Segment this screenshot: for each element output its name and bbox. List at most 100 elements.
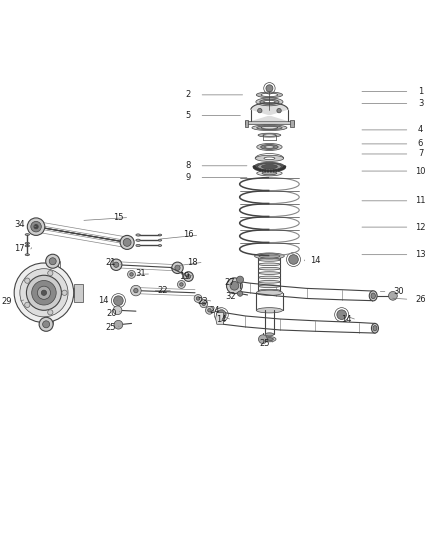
Ellipse shape (256, 98, 283, 106)
Text: 17: 17 (14, 245, 25, 254)
Circle shape (123, 238, 131, 246)
Circle shape (255, 168, 258, 170)
Ellipse shape (258, 276, 280, 279)
Circle shape (277, 169, 280, 172)
Ellipse shape (265, 337, 273, 341)
Polygon shape (15, 288, 74, 297)
Circle shape (113, 306, 122, 314)
Text: 25: 25 (259, 338, 269, 348)
Circle shape (42, 321, 49, 328)
Ellipse shape (264, 100, 275, 103)
Text: 26: 26 (415, 295, 426, 304)
Circle shape (49, 258, 56, 265)
Text: 15: 15 (113, 213, 124, 222)
Circle shape (31, 221, 41, 232)
Text: 12: 12 (415, 223, 426, 232)
Ellipse shape (254, 253, 284, 259)
Ellipse shape (258, 272, 280, 274)
Polygon shape (245, 121, 293, 124)
Circle shape (257, 168, 259, 171)
Circle shape (184, 272, 193, 281)
Text: 5: 5 (186, 111, 191, 120)
Ellipse shape (254, 162, 285, 171)
Ellipse shape (261, 93, 278, 96)
Ellipse shape (136, 234, 140, 236)
Circle shape (186, 274, 191, 279)
Text: 10: 10 (415, 166, 426, 175)
Circle shape (26, 275, 61, 310)
Text: 14: 14 (341, 316, 351, 325)
Circle shape (48, 271, 53, 276)
Ellipse shape (255, 155, 284, 161)
Ellipse shape (261, 144, 278, 149)
Text: 27: 27 (225, 278, 235, 287)
Polygon shape (251, 103, 288, 121)
Ellipse shape (256, 290, 283, 295)
Ellipse shape (258, 263, 280, 265)
Ellipse shape (257, 143, 282, 150)
Text: 20: 20 (106, 309, 117, 318)
Circle shape (258, 335, 267, 344)
Text: 14: 14 (98, 296, 108, 305)
Circle shape (180, 282, 183, 286)
Circle shape (34, 224, 38, 229)
Circle shape (110, 259, 122, 270)
Circle shape (194, 295, 202, 302)
Circle shape (27, 218, 45, 236)
Circle shape (216, 310, 226, 319)
Circle shape (264, 169, 267, 172)
Circle shape (253, 166, 256, 169)
Polygon shape (245, 120, 248, 127)
Text: 14: 14 (216, 316, 226, 325)
Ellipse shape (257, 126, 282, 130)
Text: 4: 4 (418, 125, 423, 134)
Circle shape (261, 169, 264, 172)
Ellipse shape (371, 324, 378, 333)
Circle shape (25, 278, 30, 284)
Ellipse shape (25, 254, 29, 255)
Circle shape (237, 291, 243, 296)
Circle shape (267, 169, 269, 172)
Circle shape (46, 254, 60, 268)
Text: 14: 14 (310, 256, 321, 265)
Circle shape (281, 168, 284, 170)
Text: 25: 25 (105, 324, 116, 332)
Circle shape (131, 285, 141, 296)
Ellipse shape (265, 146, 274, 148)
Circle shape (283, 165, 286, 168)
Text: 23: 23 (197, 297, 208, 306)
Text: 18: 18 (187, 257, 198, 266)
Ellipse shape (258, 289, 280, 292)
Text: 32: 32 (226, 292, 236, 301)
Circle shape (272, 169, 275, 172)
Circle shape (134, 288, 138, 293)
Ellipse shape (260, 99, 279, 104)
Polygon shape (74, 284, 83, 302)
Circle shape (237, 276, 244, 283)
Circle shape (269, 169, 272, 172)
Ellipse shape (252, 125, 287, 131)
Ellipse shape (258, 164, 281, 170)
Circle shape (172, 262, 183, 273)
Ellipse shape (158, 239, 162, 241)
Circle shape (48, 310, 53, 315)
Ellipse shape (373, 326, 377, 331)
Ellipse shape (25, 243, 29, 244)
Circle shape (113, 262, 119, 268)
Circle shape (389, 292, 397, 300)
Circle shape (289, 255, 298, 264)
Ellipse shape (258, 268, 280, 270)
Circle shape (39, 317, 53, 332)
Ellipse shape (25, 245, 29, 247)
Ellipse shape (259, 254, 280, 258)
Ellipse shape (136, 245, 140, 247)
Polygon shape (215, 312, 223, 324)
Ellipse shape (371, 293, 375, 298)
Ellipse shape (263, 336, 276, 342)
Ellipse shape (264, 157, 275, 160)
Ellipse shape (265, 333, 274, 336)
Ellipse shape (258, 285, 280, 287)
Circle shape (226, 278, 242, 294)
Circle shape (37, 286, 50, 300)
Ellipse shape (257, 171, 282, 176)
